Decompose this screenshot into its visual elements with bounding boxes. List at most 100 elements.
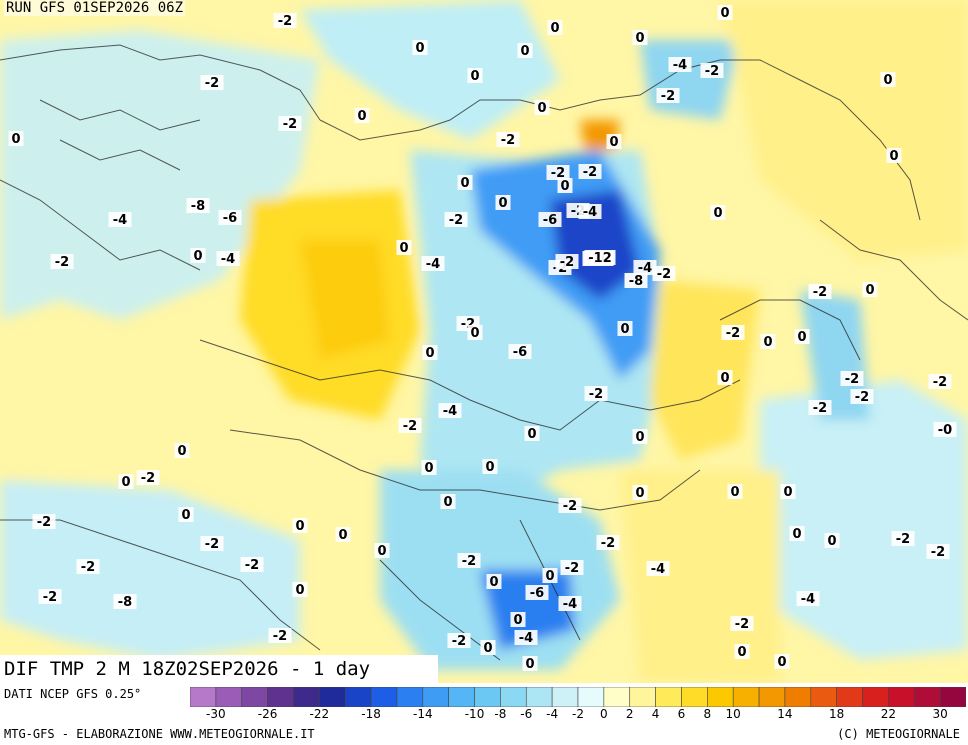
map-value-label-bg [700,63,724,78]
legend-swatch [629,687,656,707]
map-value-labels: -2 0 0 0 0 0 0 0 0 -2 -2 0 -4 -2 -2 0 -2 0 0 -2 -2 0 0 0 -2 -2 -8 -… [8,5,957,672]
map-value-label-bg [933,422,957,437]
color-scale-legend [190,687,966,707]
map-value-label-bg [216,251,240,266]
map-value-label: -0 [938,423,952,438]
legend-swatch [319,687,346,707]
map-value-label-bg [547,20,563,35]
map-value-label: 0 [883,73,892,88]
map-value-label: -2 [449,213,463,228]
map-value-label-bg [496,132,520,147]
map-value-label: 0 [783,485,792,500]
map-value-label: 0 [537,101,546,116]
map-value-label-bg [447,633,471,648]
map-value-label: 0 [550,21,559,36]
map-value-label-bg [730,616,754,631]
map-value-label: -4 [563,597,577,612]
map-value-label-bg [780,484,796,499]
map-value-label: 0 [620,322,629,337]
legend-swatch [293,687,320,707]
map-value-label: 0 [737,645,746,660]
legend-tick-label: -2 [572,707,584,721]
legend-tick-label: 10 [725,707,741,721]
map-value-label: -6 [223,211,237,226]
map-value-label-bg [525,585,549,600]
map-value-label: -4 [443,404,457,419]
legend-swatch [344,687,372,707]
map-value-label: 0 [525,657,534,672]
map-value-label: 0 [425,346,434,361]
map-value-label-bg [510,612,526,627]
map-value-label-bg [268,628,292,643]
map-value-label-bg [652,266,676,281]
map-value-label: 0 [763,335,772,350]
map-value-label-bg [440,494,456,509]
map-value-label-bg [495,195,511,210]
map-value-label-bg [632,30,648,45]
map-value-label-bg [514,630,538,645]
map-value-label-bg [578,164,602,179]
legend-tick-label: 0 [600,707,608,721]
map-value-label: 0 [777,655,786,670]
map-value-label-bg [467,325,483,340]
southern-cold-core [480,570,575,650]
map-value-label-bg [174,443,190,458]
map-value-label-bg [240,557,264,572]
map-value-label-bg [824,533,840,548]
map-value-label-bg [444,212,468,227]
map-value-label-bg [438,403,462,418]
legend-swatch [655,687,682,707]
legend-swatch [784,687,812,707]
legend-swatch [888,687,915,707]
map-value-label-bg [482,459,498,474]
map-value-label: 0 [520,44,529,59]
legend-tick-label: 22 [880,707,897,721]
map-value-label-bg [398,418,422,433]
map-value-label: -2 [81,560,95,575]
map-value-label-bg [113,594,137,609]
legend-swatch [913,687,941,707]
map-value-label-bg [457,175,473,190]
map-value-label: -2 [43,590,57,605]
map-value-label-bg [186,198,210,213]
map-value-label: -2 [845,372,859,387]
map-value-label: 0 [338,528,347,543]
legend-tick-label: -22 [309,707,330,721]
map-value-label: -4 [221,252,235,267]
credit-left: MTG-GFS - ELABORAZIONE WWW.METEOGIORNALE… [4,727,315,741]
map-value-label: 0 [470,326,479,341]
map-value-label: -2 [551,166,565,181]
map-value-label: -2 [283,117,297,132]
legend-swatch [396,687,424,707]
map-value-label-bg [891,531,915,546]
legend-tick-label: 14 [777,707,793,721]
map-value-label: -2 [601,536,615,551]
legend-swatch [448,687,475,707]
map-value-label-bg [710,205,726,220]
map-value-label: 0 [889,149,898,164]
map-value-label: -2 [583,165,597,180]
map-value-label: 0 [181,508,190,523]
legend-tick-label: -8 [494,707,507,721]
legend-swatch [862,687,889,707]
map-value-label: -2 [141,471,155,486]
map-value-label: -2 [452,634,466,649]
map-value-label-bg [412,40,428,55]
map-value-label-bg [656,88,680,103]
map-value-label: -8 [629,274,643,289]
run-header: RUN GFS 01SEP2026 06Z [4,0,186,16]
map-value-label: 0 [295,519,304,534]
map-value-label-bg [578,204,602,219]
map-value-label-bg [517,43,533,58]
map-value-label-bg [335,527,351,542]
map-value-label-bg [555,254,579,269]
map-value-label: 0 [609,135,618,150]
map-value-label: 0 [498,196,507,211]
map-value-label-bg [32,514,56,529]
map-value-label: -4 [519,631,533,646]
map-value-label-bg [118,474,134,489]
map-value-label-bg [584,250,616,265]
legend-swatch [525,687,553,707]
map-value-label: 0 [460,176,469,191]
legend-swatch [707,687,734,707]
